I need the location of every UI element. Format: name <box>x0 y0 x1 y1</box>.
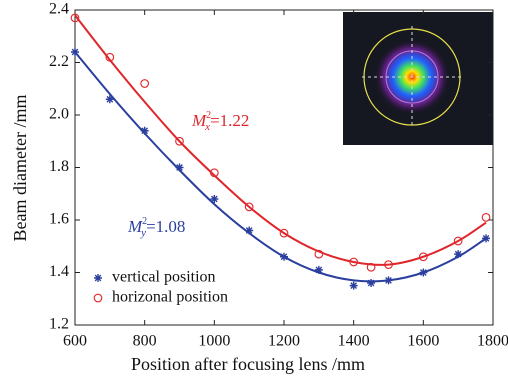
data-point <box>385 276 393 284</box>
annotation-text: =1.22 <box>210 111 249 130</box>
data-point <box>106 95 114 103</box>
data-point <box>367 279 375 287</box>
x-tick-label: 1000 <box>198 333 230 350</box>
data-point <box>350 282 358 290</box>
legend-marker <box>94 274 102 282</box>
x-tick-label: 1800 <box>477 333 508 350</box>
chart: Position after focusing lens /mm Beam di… <box>0 0 508 380</box>
legend-marker <box>94 294 102 302</box>
data-point <box>419 269 427 277</box>
data-point <box>280 253 288 261</box>
data-point <box>482 214 490 222</box>
y-axis-label: Beam diameter /mm <box>10 95 30 242</box>
legend-label: vertical position <box>112 269 216 286</box>
data-point <box>141 127 149 135</box>
x-axis-label: Position after focusing lens /mm <box>131 354 365 374</box>
data-point <box>315 266 323 274</box>
data-point <box>245 227 253 235</box>
y-tick-label: 1.6 <box>49 211 69 228</box>
y-tick-label: 1.2 <box>49 316 69 333</box>
data-point <box>210 195 218 203</box>
legend-label: horizonal position <box>112 289 228 306</box>
x-tick-label: 600 <box>63 333 87 350</box>
y-tick-label: 2.4 <box>49 1 69 18</box>
x-tick-label: 800 <box>133 333 157 350</box>
data-point <box>482 234 490 242</box>
y-tick-label: 2.2 <box>49 53 69 70</box>
beam-profile-inset <box>343 12 493 145</box>
data-point <box>71 48 79 56</box>
data-point <box>176 164 184 172</box>
data-point <box>141 80 149 88</box>
data-point <box>454 250 462 258</box>
y-tick-label: 2.0 <box>49 106 69 123</box>
y-tick-label: 1.4 <box>49 263 69 280</box>
annotation-text: =1.08 <box>146 217 185 236</box>
y-tick-label: 1.8 <box>49 158 69 175</box>
x-tick-label: 1200 <box>268 333 300 350</box>
x-tick-label: 1400 <box>338 333 370 350</box>
x-tick-label: 1600 <box>407 333 439 350</box>
